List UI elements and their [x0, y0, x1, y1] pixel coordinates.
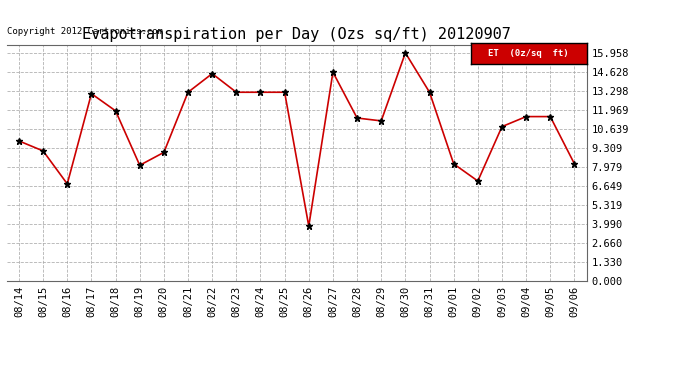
Title: Evapotranspiration per Day (Ozs sq/ft) 20120907: Evapotranspiration per Day (Ozs sq/ft) 2…: [82, 27, 511, 42]
Text: Copyright 2012 Cartronics.com: Copyright 2012 Cartronics.com: [7, 27, 163, 36]
